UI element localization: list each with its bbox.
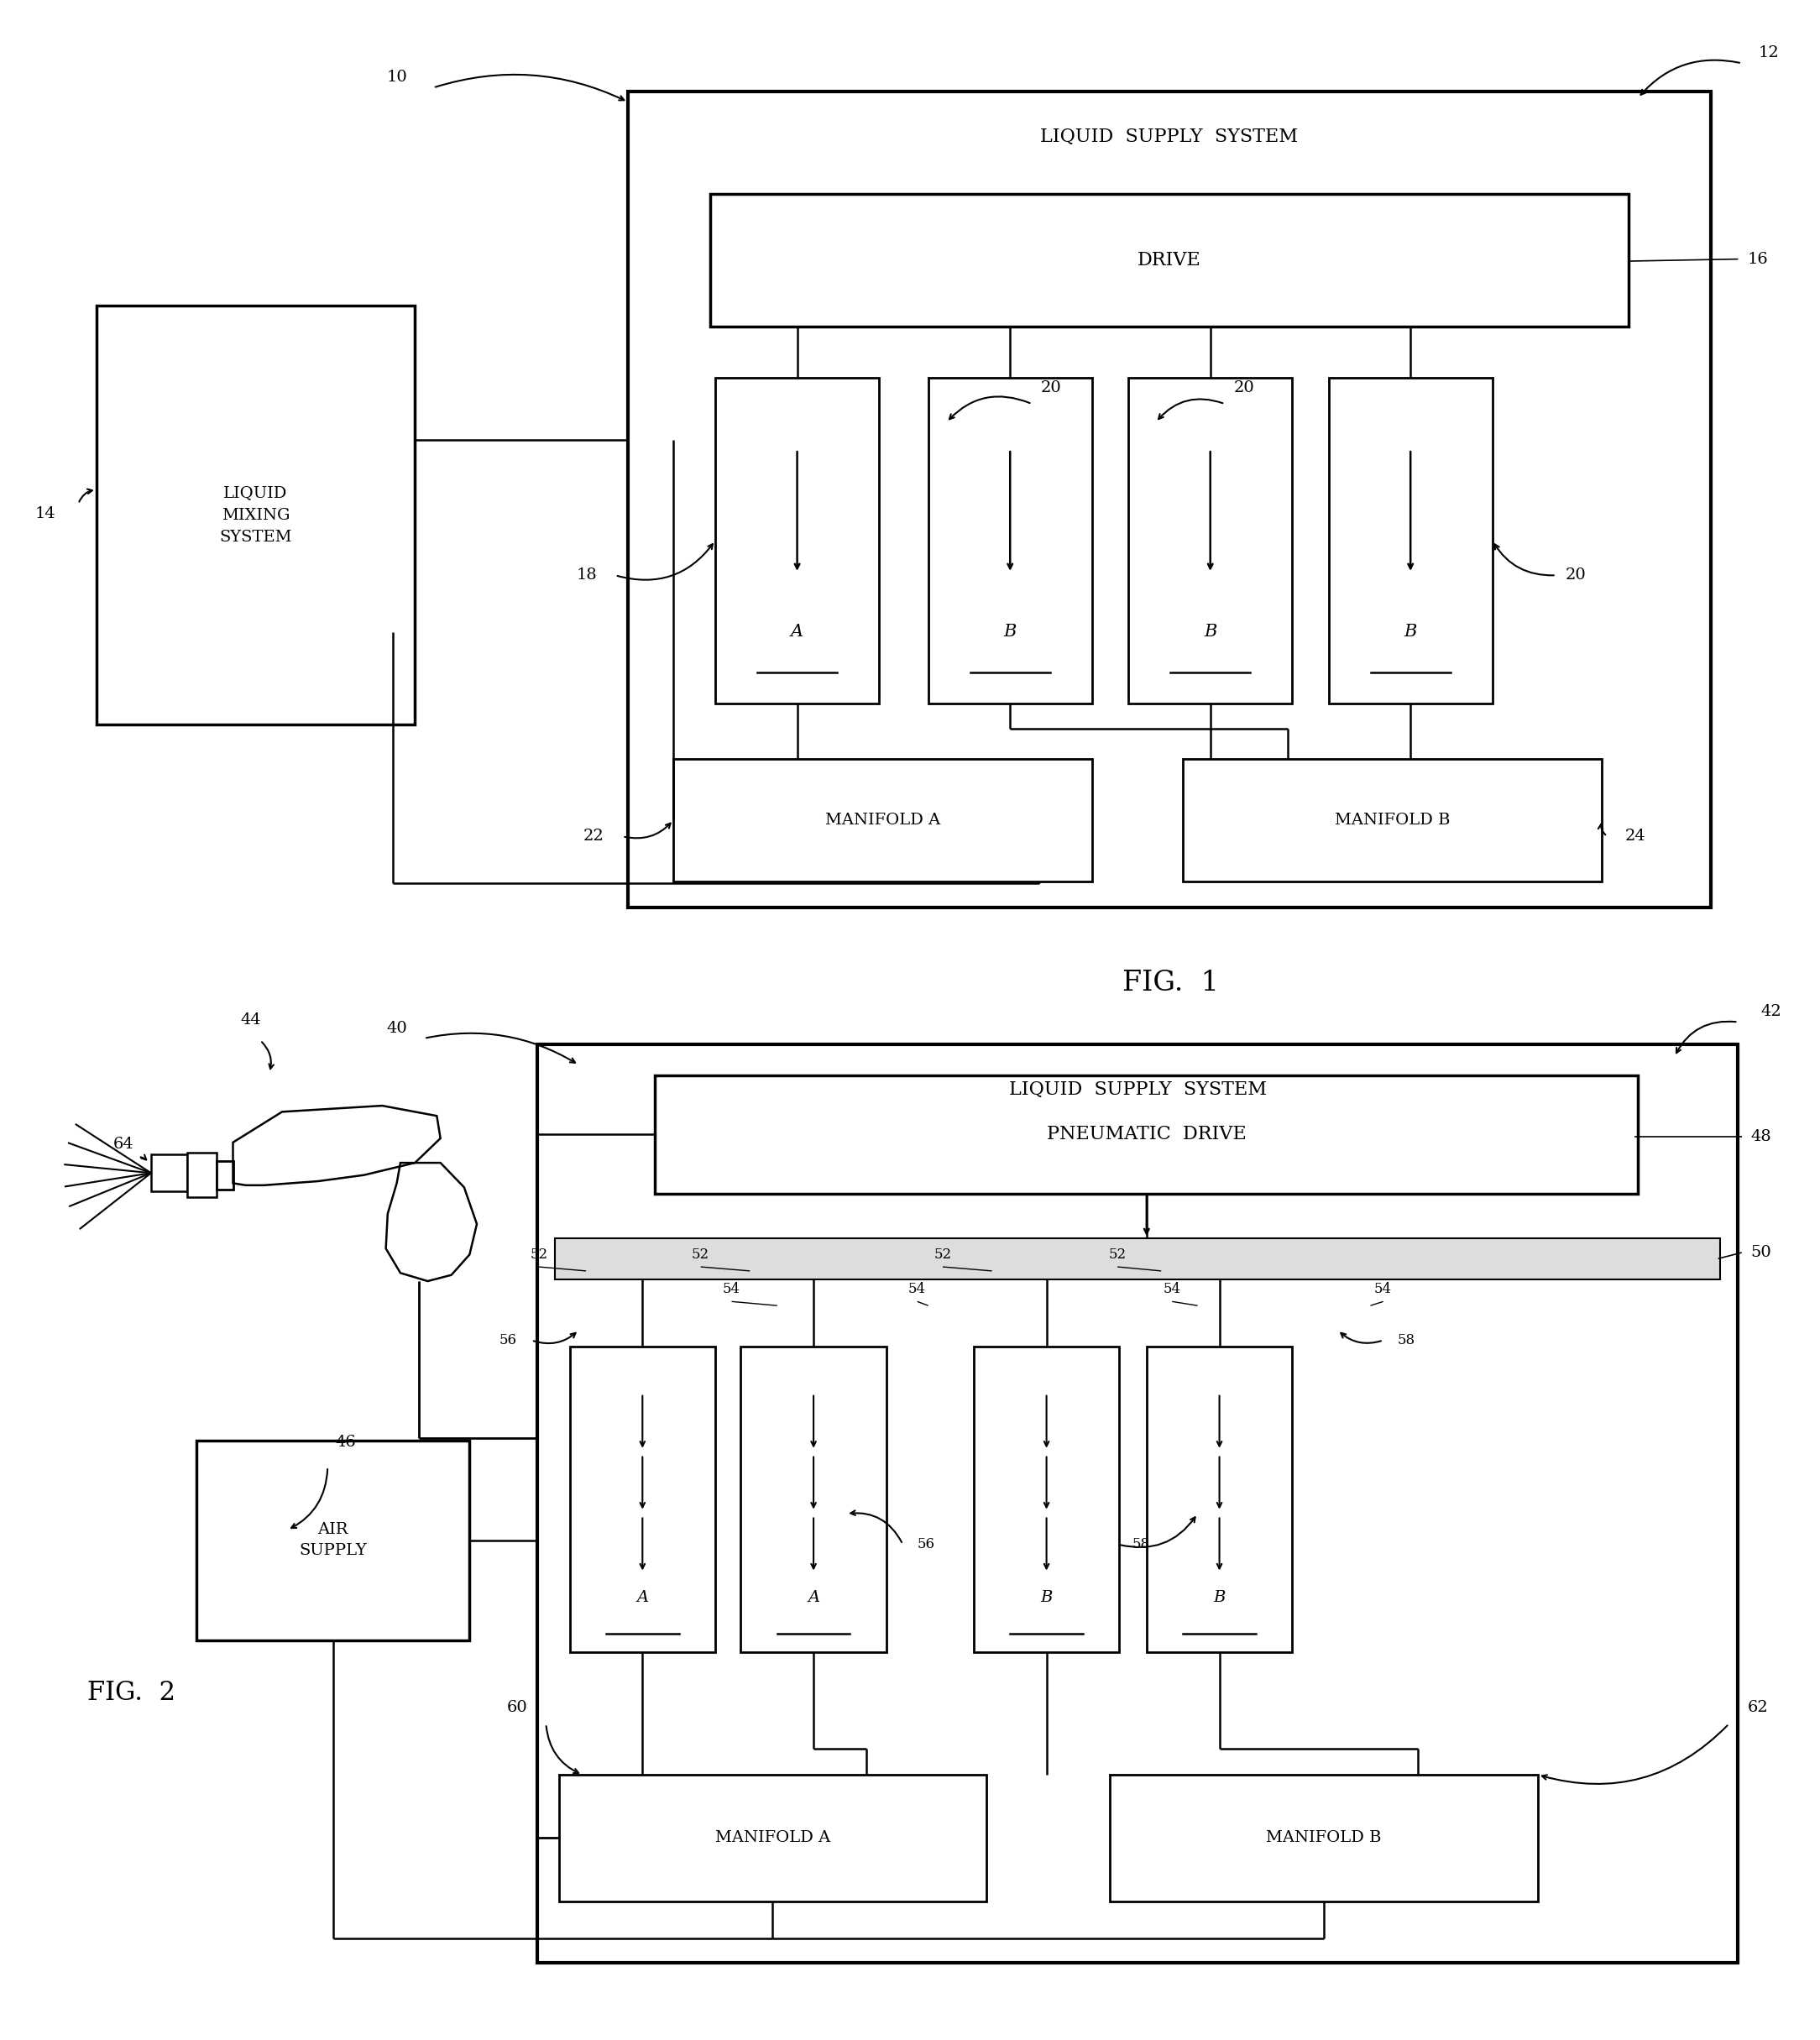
Text: 16: 16 bbox=[1747, 251, 1767, 267]
Bar bbox=[1110, 1775, 1538, 1901]
Text: LIQUID
MIXING
SYSTEM: LIQUID MIXING SYSTEM bbox=[220, 486, 291, 545]
Text: LIQUID  SUPPLY  SYSTEM: LIQUID SUPPLY SYSTEM bbox=[1008, 1079, 1267, 1100]
Text: B: B bbox=[1003, 624, 1017, 641]
Bar bbox=[1147, 1346, 1292, 1652]
Bar bbox=[655, 1075, 1638, 1193]
Bar bbox=[928, 377, 1092, 704]
Text: A: A bbox=[792, 624, 803, 641]
Bar bbox=[1329, 377, 1492, 704]
Text: 44: 44 bbox=[240, 1012, 262, 1028]
Text: 46: 46 bbox=[335, 1434, 357, 1450]
Bar bbox=[628, 92, 1711, 908]
Bar bbox=[151, 1155, 187, 1191]
Text: DRIVE: DRIVE bbox=[1138, 251, 1201, 269]
Text: 54: 54 bbox=[1163, 1283, 1181, 1295]
Text: 12: 12 bbox=[1758, 45, 1780, 61]
Text: 54: 54 bbox=[723, 1283, 741, 1295]
Text: 54: 54 bbox=[908, 1283, 926, 1295]
Text: 58: 58 bbox=[1132, 1538, 1150, 1550]
Bar bbox=[974, 1346, 1119, 1652]
Text: 50: 50 bbox=[1751, 1244, 1771, 1261]
Text: 20: 20 bbox=[1234, 379, 1254, 396]
Text: 20: 20 bbox=[1041, 379, 1061, 396]
Bar bbox=[715, 377, 879, 704]
Text: 22: 22 bbox=[584, 828, 604, 845]
Text: 62: 62 bbox=[1747, 1699, 1767, 1716]
Bar bbox=[741, 1346, 886, 1652]
Bar bbox=[187, 1153, 217, 1197]
Text: PNEUMATIC  DRIVE: PNEUMATIC DRIVE bbox=[1046, 1124, 1247, 1144]
Text: 20: 20 bbox=[1565, 567, 1585, 583]
Bar bbox=[555, 1238, 1720, 1279]
Bar bbox=[537, 1044, 1738, 1962]
Bar bbox=[197, 1440, 470, 1640]
Text: MANIFOLD A: MANIFOLD A bbox=[824, 812, 941, 828]
Text: 48: 48 bbox=[1751, 1128, 1771, 1144]
Text: A: A bbox=[637, 1589, 648, 1605]
Text: AIR
SUPPLY: AIR SUPPLY bbox=[298, 1522, 368, 1559]
Text: 56: 56 bbox=[917, 1538, 935, 1550]
Text: A: A bbox=[808, 1589, 819, 1605]
Text: 42: 42 bbox=[1760, 1004, 1782, 1020]
Text: MANIFOLD A: MANIFOLD A bbox=[715, 1830, 830, 1846]
Text: 40: 40 bbox=[386, 1020, 408, 1036]
Text: 64: 64 bbox=[113, 1136, 135, 1153]
Text: 54: 54 bbox=[1374, 1283, 1392, 1295]
Text: 52: 52 bbox=[1108, 1248, 1127, 1261]
Text: B: B bbox=[1203, 624, 1218, 641]
Text: B: B bbox=[1214, 1589, 1225, 1605]
Bar bbox=[96, 306, 415, 724]
Text: 24: 24 bbox=[1625, 828, 1645, 845]
Bar bbox=[570, 1346, 715, 1652]
Bar bbox=[673, 759, 1092, 881]
Text: MANIFOLD B: MANIFOLD B bbox=[1334, 812, 1451, 828]
Bar bbox=[559, 1775, 986, 1901]
Text: 52: 52 bbox=[692, 1248, 710, 1261]
Text: B: B bbox=[1403, 624, 1418, 641]
Text: 60: 60 bbox=[508, 1699, 528, 1716]
Text: 56: 56 bbox=[499, 1334, 517, 1346]
Bar bbox=[1128, 377, 1292, 704]
Text: LIQUID  SUPPLY  SYSTEM: LIQUID SUPPLY SYSTEM bbox=[1041, 126, 1298, 147]
Text: MANIFOLD B: MANIFOLD B bbox=[1267, 1830, 1381, 1846]
Bar bbox=[1183, 759, 1602, 881]
Text: 52: 52 bbox=[934, 1248, 952, 1261]
Text: 18: 18 bbox=[577, 567, 597, 583]
Text: FIG.  2: FIG. 2 bbox=[87, 1681, 175, 1705]
Text: 10: 10 bbox=[386, 69, 408, 86]
Bar bbox=[217, 1161, 233, 1189]
Text: 14: 14 bbox=[35, 506, 56, 522]
Text: 58: 58 bbox=[1398, 1334, 1416, 1346]
Text: B: B bbox=[1041, 1589, 1052, 1605]
Text: 52: 52 bbox=[530, 1248, 548, 1261]
Text: FIG.  1: FIG. 1 bbox=[1123, 969, 1218, 998]
Bar bbox=[710, 194, 1629, 326]
